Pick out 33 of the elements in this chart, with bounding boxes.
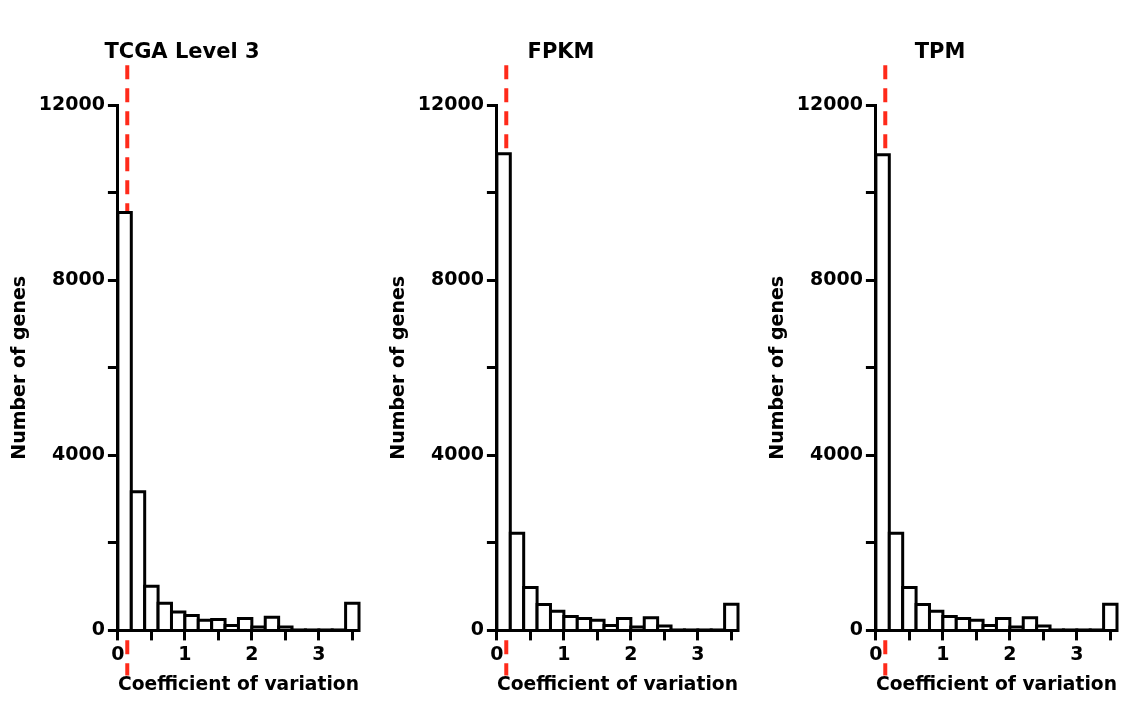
x-tick-label: 0 — [869, 641, 883, 664]
x-tick-label: 3 — [691, 641, 705, 664]
y-tick-label: 4000 — [52, 442, 105, 465]
x-tick-label: 2 — [245, 641, 259, 664]
y-tick-label: 8000 — [52, 267, 105, 290]
x-tick-label: 3 — [312, 641, 326, 664]
y-tick-label: 12000 — [796, 92, 863, 115]
y-tick-label: 8000 — [431, 267, 484, 290]
y-axis-title: Number of genes — [386, 275, 409, 460]
x-tick-label: 2 — [624, 641, 638, 664]
x-tick-label: 1 — [557, 641, 571, 664]
y-tick-label: 0 — [470, 617, 484, 640]
y-tick-label: 4000 — [431, 442, 484, 465]
y-tick-label: 0 — [849, 617, 863, 640]
y-tick-label: 12000 — [417, 92, 484, 115]
y-axis-title: Number of genes — [7, 275, 30, 460]
x-tick-label: 0 — [111, 641, 125, 664]
y-tick-label: 4000 — [810, 442, 863, 465]
chart-title: TCGA Level 3 — [104, 39, 260, 64]
x-axis-title: Coefficient of variation — [117, 672, 359, 694]
chart-title: TPM — [914, 39, 966, 64]
y-tick-label: 12000 — [38, 92, 105, 115]
x-tick-label: 3 — [1070, 641, 1084, 664]
x-axis-title: Coefficient of variation — [875, 672, 1117, 694]
chart-title: FPKM — [527, 39, 595, 64]
x-tick-label: 1 — [936, 641, 950, 664]
x-axis-title: Coefficient of variation — [496, 672, 738, 694]
y-tick-label: 0 — [91, 617, 105, 640]
y-tick-label: 8000 — [810, 267, 863, 290]
x-tick-label: 0 — [490, 641, 504, 664]
x-tick-label: 2 — [1003, 641, 1017, 664]
x-tick-label: 1 — [178, 641, 192, 664]
y-axis-title: Number of genes — [765, 275, 788, 460]
